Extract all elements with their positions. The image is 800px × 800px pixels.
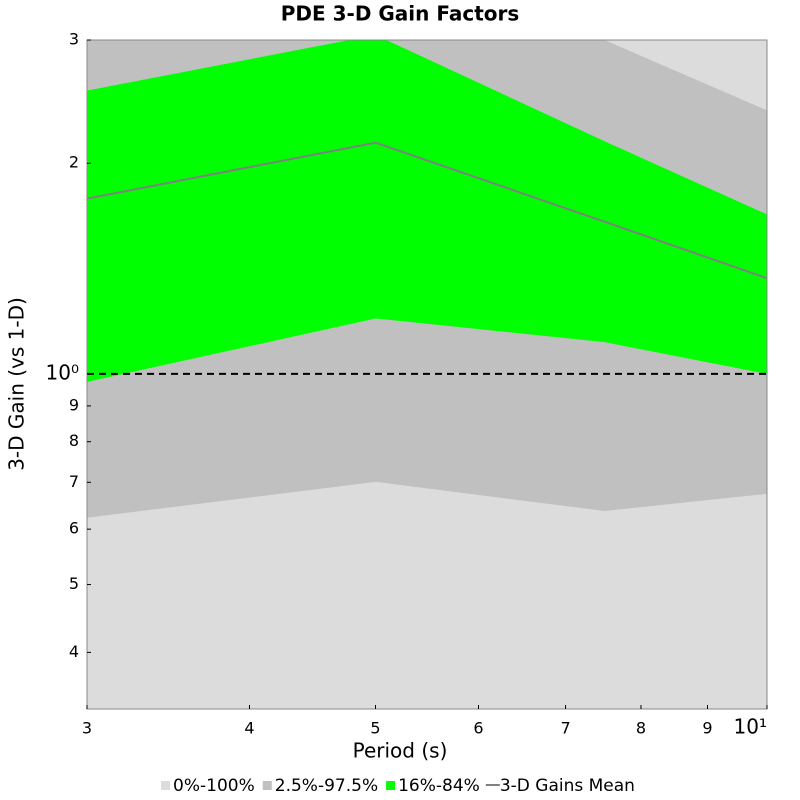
mean-line bbox=[87, 141, 767, 280]
legend-label: 3-D Gains Mean bbox=[500, 776, 635, 796]
y-tick-label: 7 bbox=[69, 472, 79, 491]
x-tick-label: 6 bbox=[473, 719, 483, 738]
legend: 0%-100% 2.5%-97.5% 16%-84% 3-D Gains Mean bbox=[161, 776, 635, 796]
legend-label: 2.5%-97.5% bbox=[275, 776, 378, 796]
x-tick-label: 10¹ bbox=[734, 715, 767, 739]
y-tick-label: 6 bbox=[69, 519, 79, 538]
legend-swatch bbox=[386, 781, 396, 790]
legend-swatch bbox=[262, 781, 272, 790]
y-tick-label: 4 bbox=[69, 642, 79, 661]
y-tick-label: 9 bbox=[69, 395, 79, 414]
legend-label: 16%-84% bbox=[398, 776, 480, 796]
y-tick-label: 3 bbox=[69, 30, 79, 49]
x-axis-label: Period (s) bbox=[353, 739, 448, 763]
plot-area bbox=[87, 40, 767, 709]
y-tick-label: 5 bbox=[69, 574, 79, 593]
band-area bbox=[87, 40, 767, 382]
y-tick-label: 8 bbox=[69, 431, 79, 450]
y-tick-label: 2 bbox=[69, 153, 79, 172]
chart-title: PDE 3-D Gain Factors bbox=[281, 2, 520, 26]
plot-frame bbox=[86, 39, 768, 710]
legend-label: 0%-100% bbox=[173, 776, 255, 796]
x-tick-label: 4 bbox=[244, 719, 254, 738]
x-tick-label: 5 bbox=[370, 719, 380, 738]
x-tick-label: 8 bbox=[636, 719, 646, 738]
x-tick-label: 9 bbox=[702, 719, 712, 738]
x-tick-label: 3 bbox=[82, 719, 92, 738]
x-tick-label: 7 bbox=[560, 719, 570, 738]
y-axis-label: 3-D Gain (vs 1-D) bbox=[5, 297, 29, 471]
legend-swatch bbox=[161, 781, 171, 790]
y-tick-label: 10⁰ bbox=[46, 360, 79, 384]
